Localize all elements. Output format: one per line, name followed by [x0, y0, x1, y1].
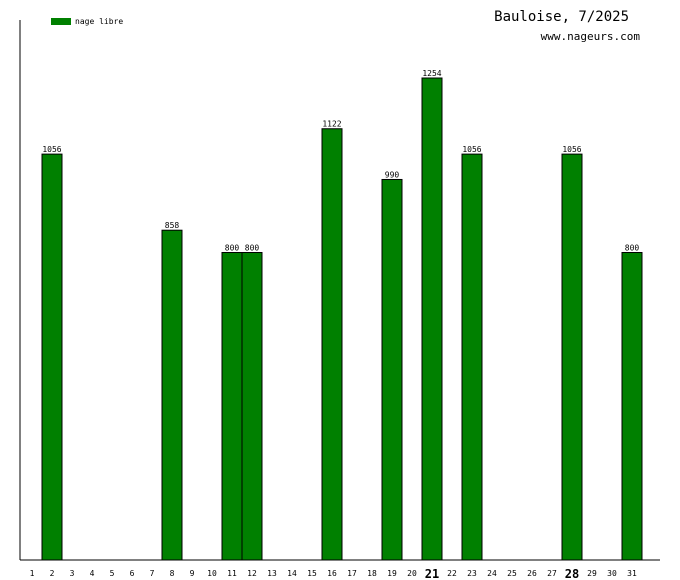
x-tick-label-11: 11	[227, 569, 237, 578]
x-tick-label-27: 27	[547, 569, 557, 578]
x-tick-label-1: 1	[30, 569, 35, 578]
value-label-day-2: 1056	[42, 145, 61, 154]
value-label-day-31: 800	[625, 244, 640, 253]
x-tick-label-21: 21	[425, 567, 439, 580]
x-tick-label-9: 9	[190, 569, 195, 578]
x-tick-label-2: 2	[50, 569, 55, 578]
bar-day-11	[221, 252, 243, 561]
value-label-day-16: 1122	[322, 120, 341, 129]
x-tick-label-24: 24	[487, 569, 497, 578]
legend: nage libre	[51, 17, 123, 26]
x-tick-label-12: 12	[247, 569, 257, 578]
x-tick-label-30: 30	[607, 569, 617, 578]
x-tick-label-4: 4	[90, 569, 95, 578]
x-tick-label-13: 13	[267, 569, 277, 578]
site-url: www.nageurs.com	[540, 30, 640, 43]
bars-group	[41, 77, 643, 561]
chart-title: Bauloise, 7/2025	[494, 9, 629, 25]
value-label-day-23: 1056	[462, 145, 481, 154]
bar-day-23	[461, 153, 483, 561]
legend-swatch	[51, 18, 71, 25]
x-tick-label-16: 16	[327, 569, 337, 578]
x-tick-label-22: 22	[447, 569, 457, 578]
x-tick-label-17: 17	[347, 569, 357, 578]
bar-day-19	[381, 178, 403, 561]
value-label-day-19: 990	[385, 170, 400, 179]
value-label-day-11: 800	[225, 244, 240, 253]
x-tick-label-29: 29	[587, 569, 597, 578]
x-tick-label-8: 8	[170, 569, 175, 578]
bar-day-16	[321, 128, 343, 561]
value-label-day-8: 858	[165, 221, 180, 230]
x-tick-label-23: 23	[467, 569, 477, 578]
value-label-day-21: 1254	[422, 69, 441, 78]
bar-day-28	[561, 153, 583, 561]
x-tick-label-14: 14	[287, 569, 297, 578]
x-tick-label-10: 10	[207, 569, 217, 578]
x-tick-label-25: 25	[507, 569, 517, 578]
legend-label: nage libre	[75, 17, 124, 26]
bar-day-12	[241, 252, 263, 561]
x-tick-label-7: 7	[150, 569, 155, 578]
x-tick-label-3: 3	[70, 569, 75, 578]
x-tick-label-31: 31	[627, 569, 637, 578]
bar-day-21	[421, 77, 443, 561]
bar-day-31	[621, 252, 643, 561]
bar-day-2	[41, 153, 63, 561]
x-tick-label-19: 19	[387, 569, 397, 578]
x-tick-label-26: 26	[527, 569, 537, 578]
x-tick-label-18: 18	[367, 569, 377, 578]
x-tick-label-28: 28	[565, 567, 579, 580]
x-tick-label-6: 6	[130, 569, 135, 578]
x-tick-labels-group: 1 2 3 4 5 6 7 8 9 10 11 12 13 14 15 16 17 18 19 20 21 22 23 24 2…	[30, 567, 637, 580]
value-labels-group: 1056 858 800 800 1122 990 1254 1056 1056 800	[42, 69, 639, 253]
value-label-day-28: 1056	[562, 145, 581, 154]
value-label-day-12: 800	[245, 244, 260, 253]
bar-day-8	[161, 229, 183, 561]
x-tick-label-5: 5	[110, 569, 115, 578]
x-tick-label-20: 20	[407, 569, 417, 578]
x-tick-label-15: 15	[307, 569, 317, 578]
